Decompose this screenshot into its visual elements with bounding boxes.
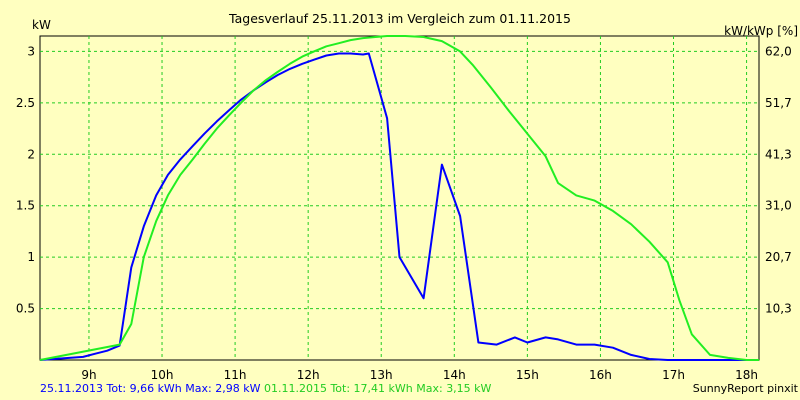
plot-frame	[39, 35, 760, 361]
y-tick-label-right: 51,7	[765, 96, 792, 110]
x-tick-label: 16h	[589, 368, 612, 382]
legend-series-2: 01.11.2015 Tot: 17,41 kWh Max: 3,15 kW	[263, 382, 492, 395]
y-tick-label-left: 1.5	[16, 199, 35, 213]
y-tick-label-left: 3	[27, 44, 35, 58]
x-tick-label: 12h	[297, 368, 320, 382]
y-axis-label-left: kW	[32, 18, 51, 32]
footer-credit: SunnyReport pinxit	[692, 382, 798, 395]
x-tick-label: 13h	[370, 368, 393, 382]
y-tick-label-right: 20,7	[765, 250, 792, 264]
tick-labels: 9h 10h 11h 12h 13h 14h 15h 16h 17h 18h 0.5 10,3 1 20,…	[16, 44, 792, 382]
x-tick-label: 11h	[224, 368, 247, 382]
series-line-2	[39, 35, 759, 361]
y-tick-label-right: 31,0	[765, 199, 792, 213]
chart-title: Tagesverlauf 25.11.2013 im Vergleich zum…	[228, 11, 571, 26]
legend-series-1: 25.11.2013 Tot: 9,66 kWh Max: 2,98 kW	[40, 382, 261, 395]
series-line-1	[39, 52, 759, 361]
x-tick-label: 14h	[443, 368, 466, 382]
x-tick-label: 15h	[516, 368, 539, 382]
y-tick-label-left: 2.5	[16, 96, 35, 110]
x-tick-label: 9h	[81, 368, 96, 382]
y-tick-label-left: 1	[27, 250, 35, 264]
y-tick-label-right: 62,0	[765, 44, 792, 58]
x-tick-label: 10h	[151, 368, 174, 382]
x-tick-label: 18h	[735, 368, 758, 382]
y-tick-label-right: 41,3	[765, 147, 792, 161]
y-axis-label-right: kW/kWp [%]	[724, 24, 798, 38]
series-layer	[39, 35, 759, 361]
y-tick-label-left: 0.5	[16, 302, 35, 316]
y-tick-label-right: 10,3	[765, 302, 792, 316]
x-tick-label: 17h	[662, 368, 685, 382]
legend: 25.11.2013 Tot: 9,66 kWh Max: 2,98 kW 01…	[40, 382, 491, 395]
y-tick-label-left: 2	[27, 147, 35, 161]
